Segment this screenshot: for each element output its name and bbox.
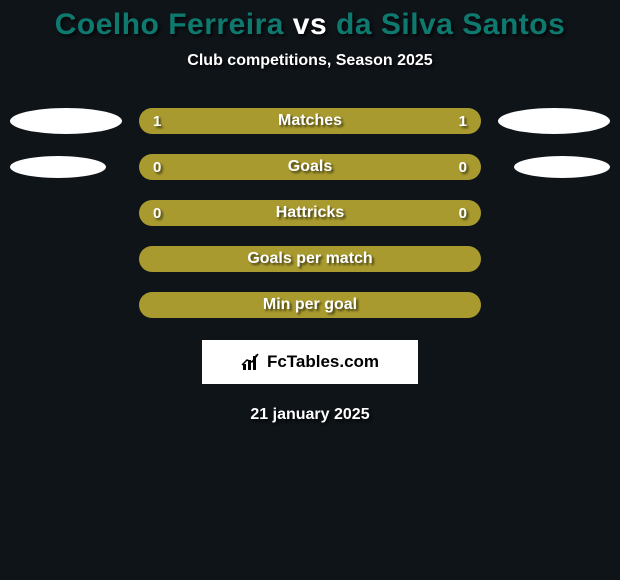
stat-rows: 11Matches00Goals00HattricksGoals per mat…: [0, 108, 620, 318]
attribution-text: FcTables.com: [267, 352, 379, 372]
stat-bar-container: 11Matches: [139, 108, 481, 134]
stat-left-value: 0: [153, 159, 161, 176]
stat-row: Min per goal: [0, 292, 620, 318]
stat-bar: 11: [139, 108, 481, 134]
stat-left-value: 0: [153, 205, 161, 222]
stat-bar-container: 00Hattricks: [139, 200, 481, 226]
left-ellipse: [10, 156, 106, 178]
right-ellipse: [498, 108, 610, 134]
stat-row: Goals per match: [0, 246, 620, 272]
stat-row: 11Matches: [0, 108, 620, 134]
vs-separator: vs: [293, 8, 327, 41]
stat-bar: 00: [139, 154, 481, 180]
left-ellipse: [10, 108, 122, 134]
attribution-badge: FcTables.com: [202, 340, 418, 384]
date-label: 21 january 2025: [0, 406, 620, 424]
stat-right-value: 0: [459, 205, 467, 222]
stat-bar-container: Min per goal: [139, 292, 481, 318]
page-title: Coelho Ferreira vs da Silva Santos: [0, 8, 620, 42]
bar-chart-icon: [241, 352, 261, 372]
subtitle: Club competitions, Season 2025: [0, 52, 620, 70]
comparison-card: Coelho Ferreira vs da Silva Santos Club …: [0, 0, 620, 580]
stat-row: 00Goals: [0, 154, 620, 180]
stat-right-value: 1: [459, 113, 467, 130]
right-ellipse: [514, 156, 610, 178]
stat-bar: [139, 292, 481, 318]
stat-bar: [139, 246, 481, 272]
stat-bar: 00: [139, 200, 481, 226]
stat-bar-container: 00Goals: [139, 154, 481, 180]
stat-right-value: 0: [459, 159, 467, 176]
stat-row: 00Hattricks: [0, 200, 620, 226]
stat-bar-container: Goals per match: [139, 246, 481, 272]
player-right-name: da Silva Santos: [336, 8, 565, 41]
player-left-name: Coelho Ferreira: [55, 8, 284, 41]
stat-left-value: 1: [153, 113, 161, 130]
